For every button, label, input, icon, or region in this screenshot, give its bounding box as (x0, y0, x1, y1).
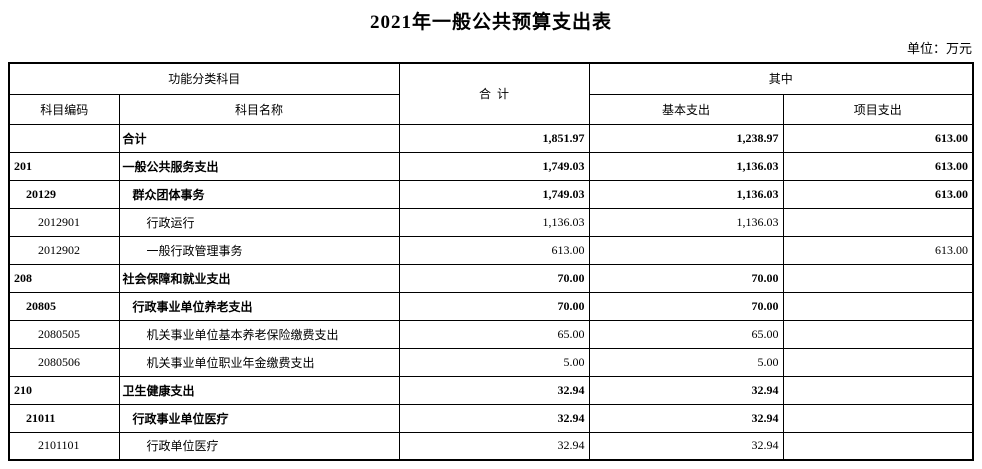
cell-basic (588, 235, 784, 265)
cell-total: 5.00 (398, 347, 590, 377)
cell-name: 机关事业单位基本养老保险缴费支出 (118, 319, 400, 349)
cell-total: 70.00 (398, 263, 590, 293)
table-body: 合计 1,851.97 1,238.97 613.00 201 一般公共服务支出 1,749… (8, 123, 974, 461)
cell-basic: 70.00 (588, 263, 784, 293)
cell-project (782, 319, 974, 349)
cell-project (782, 431, 974, 461)
budget-table: 功能分类科目 合 计 其中 科目编码 科目名称 基本支出 项目支出 合计 1,85… (8, 62, 975, 461)
cell-project (782, 403, 974, 433)
table-row: 2012901 行政运行 1,136.03 1,136.03 (8, 207, 974, 237)
cell-project: 613.00 (782, 179, 974, 209)
cell-basic: 1,136.03 (588, 207, 784, 237)
cell-total: 32.94 (398, 375, 590, 405)
cell-basic: 70.00 (588, 291, 784, 321)
cell-project: 613.00 (782, 235, 974, 265)
cell-name: 一般行政管理事务 (118, 235, 400, 265)
cell-project (782, 263, 974, 293)
header-total: 合 计 (398, 62, 590, 125)
cell-name: 行政单位医疗 (118, 431, 400, 461)
table-row: 208 社会保障和就业支出 70.00 70.00 (8, 263, 974, 293)
table-header: 功能分类科目 合 计 其中 科目编码 科目名称 基本支出 项目支出 (8, 62, 974, 125)
cell-code: 2012902 (8, 235, 120, 265)
cell-name: 机关事业单位职业年金缴费支出 (118, 347, 400, 377)
table-row: 合计 1,851.97 1,238.97 613.00 (8, 123, 974, 153)
cell-name: 行政事业单位养老支出 (118, 291, 400, 321)
cell-project (782, 375, 974, 405)
cell-total: 65.00 (398, 319, 590, 349)
header-project-expenditure: 项目支出 (782, 93, 974, 125)
cell-basic: 1,238.97 (588, 123, 784, 153)
table-row: 2101101 行政单位医疗 32.94 32.94 (8, 431, 974, 461)
cell-basic: 32.94 (588, 375, 784, 405)
cell-code: 201 (8, 151, 120, 181)
cell-project (782, 207, 974, 237)
table-row: 2080505 机关事业单位基本养老保险缴费支出 65.00 65.00 (8, 319, 974, 349)
cell-total: 70.00 (398, 291, 590, 321)
cell-code: 20805 (8, 291, 120, 321)
table-row: 2080506 机关事业单位职业年金缴费支出 5.00 5.00 (8, 347, 974, 377)
cell-code: 20129 (8, 179, 120, 209)
cell-total: 1,851.97 (398, 123, 590, 153)
cell-name: 社会保障和就业支出 (118, 263, 400, 293)
header-of-which: 其中 (588, 62, 974, 95)
table-row: 210 卫生健康支出 32.94 32.94 (8, 375, 974, 405)
table-row: 2012902 一般行政管理事务 613.00 613.00 (8, 235, 974, 265)
table-row: 20805 行政事业单位养老支出 70.00 70.00 (8, 291, 974, 321)
table-row: 20129 群众团体事务 1,749.03 1,136.03 613.00 (8, 179, 974, 209)
cell-project: 613.00 (782, 151, 974, 181)
cell-total: 1,749.03 (398, 179, 590, 209)
cell-code: 210 (8, 375, 120, 405)
cell-total: 32.94 (398, 403, 590, 433)
cell-project (782, 291, 974, 321)
page-title: 2021年一般公共预算支出表 (369, 12, 612, 33)
cell-basic: 1,136.03 (588, 179, 784, 209)
header-subject-name: 科目名称 (118, 93, 400, 125)
cell-name: 行政运行 (118, 207, 400, 237)
cell-code: 2012901 (8, 207, 120, 237)
cell-total: 613.00 (398, 235, 590, 265)
cell-basic: 32.94 (588, 403, 784, 433)
cell-code: 21011 (8, 403, 120, 433)
cell-code: 2080506 (8, 347, 120, 377)
cell-code: 2101101 (8, 431, 120, 461)
cell-basic: 65.00 (588, 319, 784, 349)
cell-code: 2080505 (8, 319, 120, 349)
cell-total: 32.94 (398, 431, 590, 461)
cell-basic: 1,136.03 (588, 151, 784, 181)
cell-name: 卫生健康支出 (118, 375, 400, 405)
cell-name: 合计 (118, 123, 400, 153)
unit-note: 单位：万元 (906, 41, 972, 56)
cell-name: 一般公共服务支出 (118, 151, 400, 181)
cell-project: 613.00 (782, 123, 974, 153)
cell-code (8, 123, 120, 153)
header-basic-expenditure: 基本支出 (588, 93, 784, 125)
cell-name: 群众团体事务 (118, 179, 400, 209)
cell-basic: 5.00 (588, 347, 784, 377)
table-row: 21011 行政事业单位医疗 32.94 32.94 (8, 403, 974, 433)
cell-total: 1,136.03 (398, 207, 590, 237)
cell-name: 行政事业单位医疗 (118, 403, 400, 433)
cell-total: 1,749.03 (398, 151, 590, 181)
cell-project (782, 347, 974, 377)
cell-code: 208 (8, 263, 120, 293)
header-functional-category: 功能分类科目 (8, 62, 400, 95)
cell-basic: 32.94 (588, 431, 784, 461)
header-subject-code: 科目编码 (8, 93, 120, 125)
table-row: 201 一般公共服务支出 1,749.03 1,136.03 613.00 (8, 151, 974, 181)
